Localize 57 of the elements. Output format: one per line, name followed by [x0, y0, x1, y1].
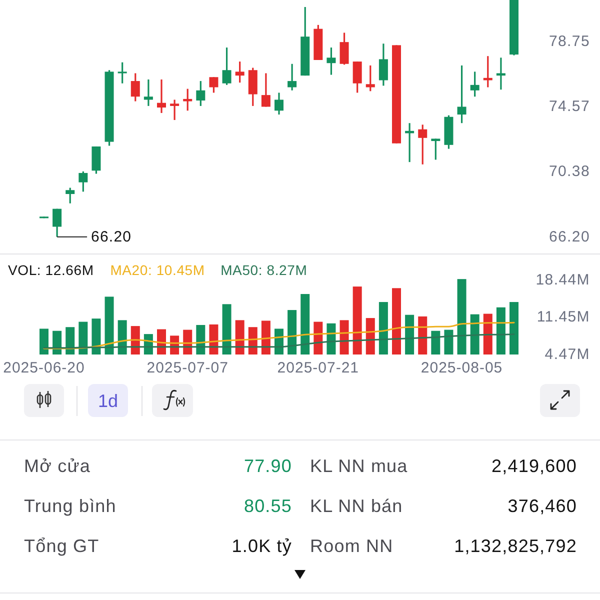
candlestick — [196, 80, 206, 107]
x-tick-label: 2025-06-20 — [3, 360, 85, 376]
line-series — [43, 322, 515, 350]
category-label: Room NN — [310, 536, 394, 556]
candlestick — [209, 76, 218, 94]
text: MA20: 10.45M — [110, 262, 205, 278]
candlestick — [352, 60, 362, 94]
category-label: KL NN bán — [310, 496, 403, 516]
text: 376,460 — [508, 496, 577, 516]
candlestick — [378, 42, 388, 87]
candlestick — [288, 63, 297, 92]
candlestick — [470, 70, 480, 98]
candlestick — [431, 138, 440, 161]
category-label: KL NN mua — [310, 456, 408, 476]
candlestick — [496, 56, 506, 90]
text: 1.0K tỷ — [232, 536, 292, 556]
candlestick — [235, 60, 244, 84]
candlestick — [170, 98, 180, 121]
candlestick — [183, 88, 192, 112]
category-label: Trung bình — [24, 496, 116, 516]
candlestick — [483, 55, 492, 88]
text: 1d — [98, 391, 118, 411]
y-tick-label: 4.47M — [544, 346, 590, 363]
category-label: Tổng GT — [24, 536, 100, 556]
candlestick — [366, 64, 375, 92]
text: 80.55 — [244, 496, 292, 516]
candlestick — [326, 46, 336, 76]
annotation: 66.20 — [91, 228, 132, 246]
candlestick — [418, 124, 428, 166]
candlestick — [118, 62, 127, 84]
candlestick — [144, 78, 153, 107]
candlestick — [457, 64, 466, 124]
x-tick-label: 2025-07-21 — [277, 360, 360, 376]
line-series — [43, 333, 515, 349]
candlestick — [261, 72, 270, 108]
text: MA50: 8.27M — [220, 262, 308, 278]
annotation: VOL: 12.66M — [8, 262, 94, 278]
y-tick-label: 78.75 — [548, 32, 590, 50]
y-tick-label: 18.44M — [536, 271, 590, 288]
x-tick-label: 2025-08-05 — [420, 360, 503, 376]
candlestick — [157, 78, 166, 114]
y-tick-label: 74.57 — [548, 98, 590, 115]
candlestick — [78, 170, 88, 192]
candlestick — [222, 46, 232, 86]
candlestick — [66, 186, 75, 204]
text: 2,419,600 — [492, 456, 577, 476]
category-label: Mở cửa — [24, 456, 91, 476]
text: 1,132,825,792 — [454, 536, 577, 556]
candlestick — [130, 72, 140, 102]
y-tick-label: 70.38 — [548, 163, 590, 180]
candlestick — [52, 208, 62, 238]
candlestick — [340, 32, 349, 66]
candlestick — [274, 92, 284, 116]
y-tick-label: 66.20 — [548, 228, 590, 246]
text: 77.90 — [244, 456, 292, 476]
y-tick-label: 11.45M — [536, 308, 590, 326]
x-tick-label: 2025-07-07 — [146, 360, 228, 376]
